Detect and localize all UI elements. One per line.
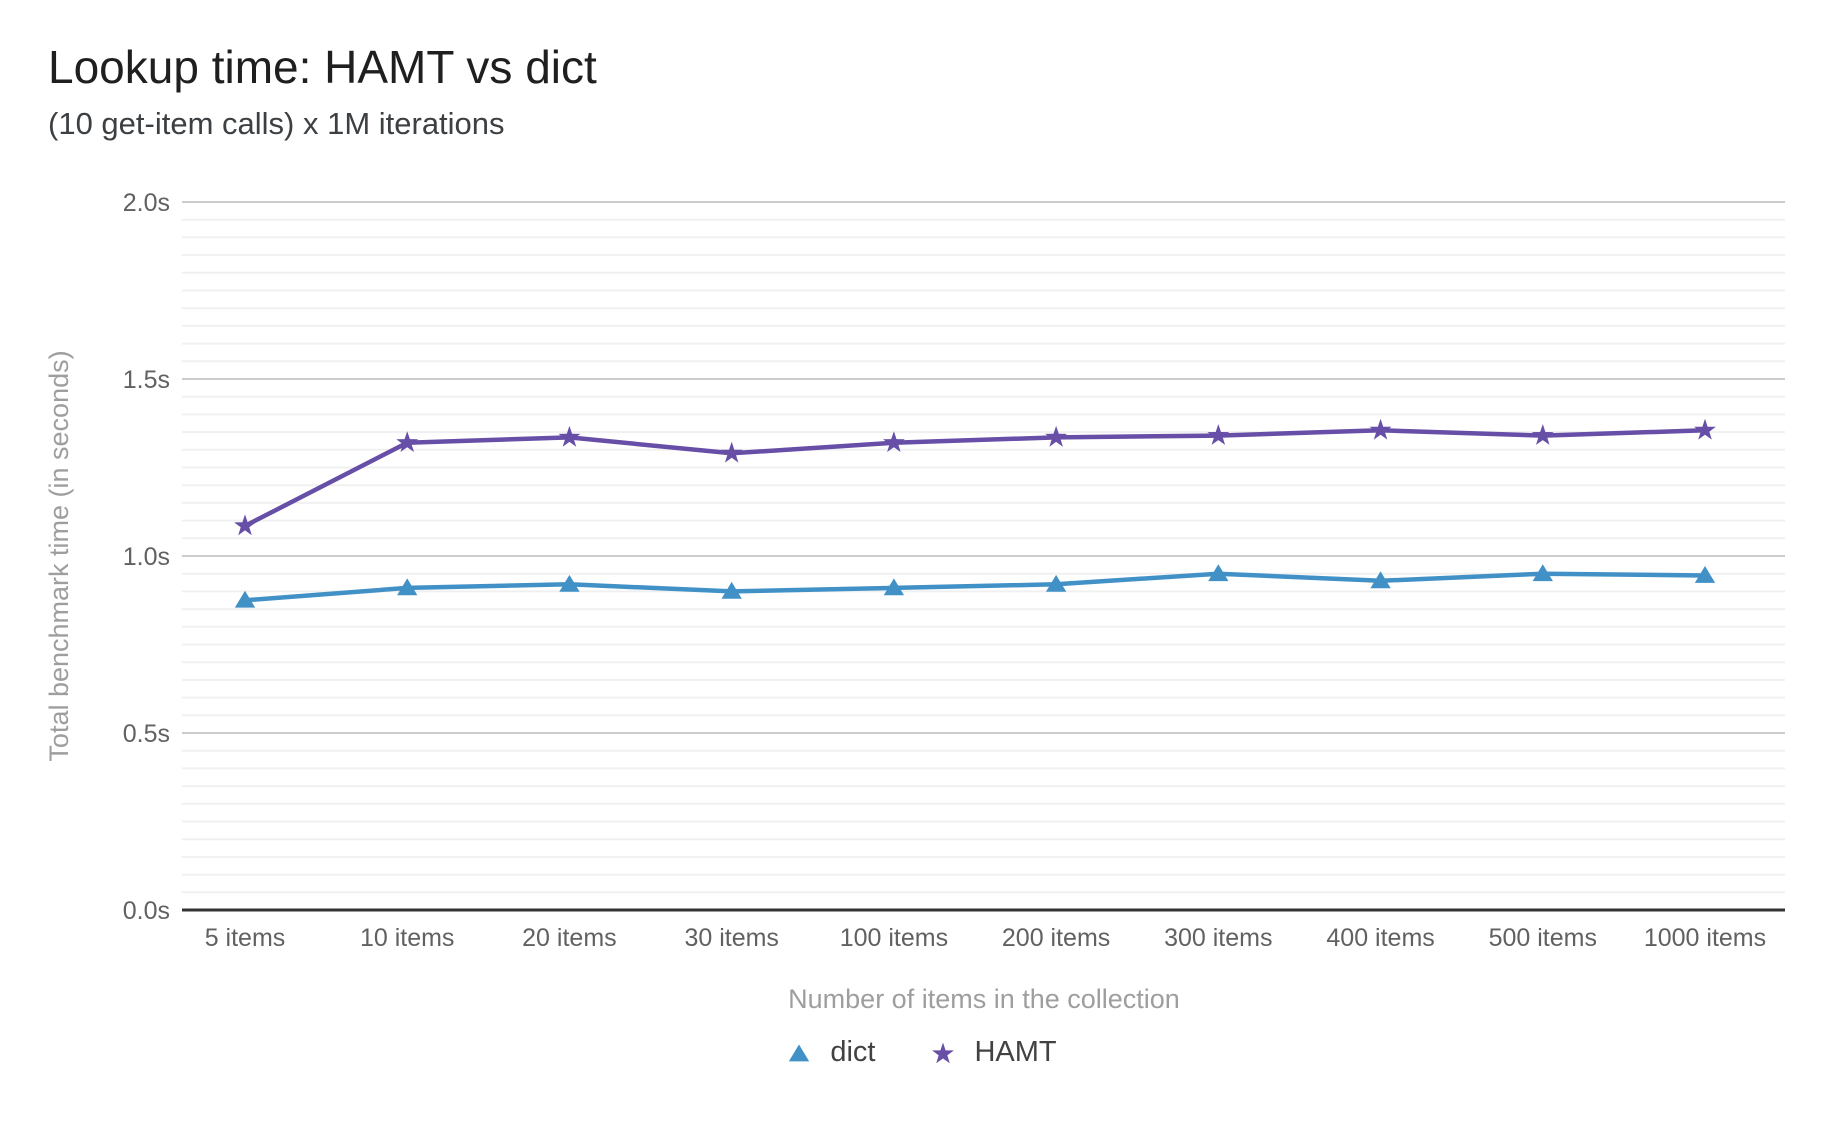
chart-title: Lookup time: HAMT vs dict bbox=[48, 41, 597, 93]
x-tick-label: 20 items bbox=[522, 924, 616, 952]
x-tick-label: 400 items bbox=[1326, 924, 1434, 952]
y-tick-label: 1.0s bbox=[123, 543, 170, 571]
hamt-legend-marker bbox=[932, 1042, 955, 1063]
x-tick-label: 5 items bbox=[205, 924, 286, 952]
dict-marker-triangle bbox=[883, 578, 905, 596]
x-tick-label: 500 items bbox=[1489, 924, 1597, 952]
x-tick-label: 10 items bbox=[360, 924, 454, 952]
dict-marker-triangle bbox=[721, 581, 742, 599]
series-dict bbox=[234, 564, 1716, 608]
dict-marker-triangle bbox=[1532, 564, 1553, 582]
major-gridlines bbox=[182, 201, 1785, 734]
hamt-marker-star bbox=[720, 441, 743, 463]
x-tick-label: 200 items bbox=[1002, 924, 1110, 952]
dict-marker-triangle bbox=[559, 574, 580, 592]
y-tick-labels: 0.0s 0.5s 1.0s 1.5s 2.0s bbox=[123, 189, 170, 925]
chart-header: Lookup time: HAMT vs dict (10 get-item c… bbox=[48, 40, 597, 142]
hamt-marker-star bbox=[234, 514, 256, 536]
dict-marker-triangle bbox=[234, 590, 256, 608]
hamt-marker-star bbox=[883, 431, 905, 452]
y-tick-label: 0.0s bbox=[123, 897, 170, 925]
legend-item-hamt: HAMT bbox=[927, 1036, 1057, 1069]
y-tick-label: 0.5s bbox=[123, 720, 170, 748]
hamt-marker-star bbox=[396, 431, 419, 452]
hamt-marker-star bbox=[1369, 418, 1392, 440]
y-axis-title: Total benchmark time (in seconds) bbox=[44, 350, 74, 761]
x-tick-label: 30 items bbox=[684, 924, 778, 952]
x-axis-title: Number of items in the collection bbox=[788, 984, 1180, 1014]
dict-marker-triangle bbox=[1045, 574, 1067, 592]
hamt-marker-star bbox=[1045, 425, 1067, 447]
dict-line bbox=[242, 571, 1708, 603]
legend-star-icon bbox=[932, 1042, 955, 1063]
minor-gridlines bbox=[182, 218, 1785, 894]
x-tick-label: 100 items bbox=[840, 924, 948, 952]
x-tick-label: 300 items bbox=[1164, 924, 1272, 952]
dict-marker-triangle bbox=[397, 578, 418, 596]
legend-label-hamt: HAMT bbox=[974, 1036, 1057, 1068]
y-tick-label: 1.5s bbox=[123, 366, 170, 394]
dict-legend-marker bbox=[789, 1044, 810, 1061]
x-tick-label: 1000 items bbox=[1644, 924, 1766, 952]
hamt-line bbox=[242, 428, 1708, 529]
hamt-marker-star bbox=[558, 425, 581, 447]
chart-legend: dict HAMT bbox=[0, 1036, 1840, 1069]
y-tick-label: 2.0s bbox=[123, 189, 170, 217]
dict-marker-triangle bbox=[1370, 571, 1391, 589]
dict-marker-triangle bbox=[1208, 564, 1229, 582]
dict-marker-triangle bbox=[1694, 565, 1716, 583]
legend-triangle-icon bbox=[789, 1044, 810, 1061]
chart-subtitle: (10 get-item calls) x 1M iterations bbox=[48, 106, 505, 141]
series-hamt bbox=[234, 418, 1716, 536]
hamt-marker-star bbox=[1694, 418, 1716, 440]
hamt-marker-star bbox=[1531, 424, 1554, 445]
legend-label-dict: dict bbox=[830, 1036, 876, 1068]
x-tick-labels: 5 items 10 items 20 items 30 items 100 items… bbox=[205, 924, 1766, 952]
legend-item-dict: dict bbox=[783, 1036, 875, 1069]
hamt-marker-star bbox=[1207, 424, 1230, 445]
